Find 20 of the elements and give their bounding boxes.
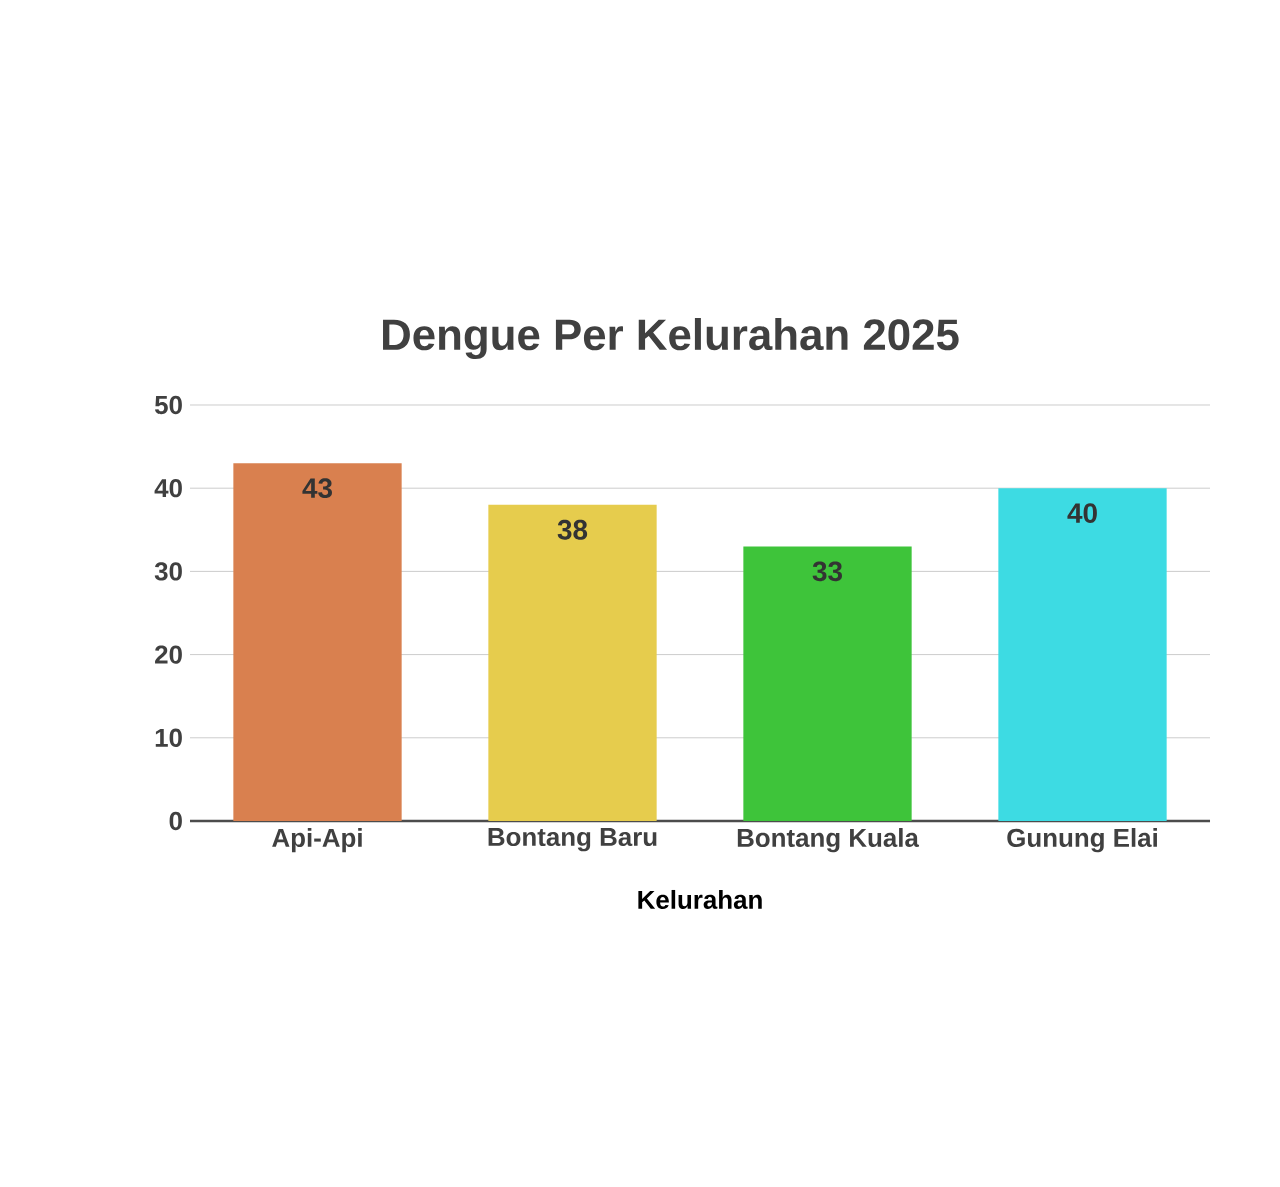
y-tick-label: 20 [155, 645, 182, 664]
y-tick-label: 50 [154, 395, 182, 415]
data-label: 38 [557, 519, 588, 540]
bar [233, 463, 402, 821]
bar [998, 488, 1167, 821]
y-tick-label: 10 [155, 728, 182, 747]
x-tick-label: Gunung Elai [1007, 828, 1157, 853]
data-label: 43 [302, 478, 332, 499]
x-tick-label: Api-Api [272, 828, 362, 853]
y-tick-label: 40 [154, 479, 182, 498]
x-axis-title: Kelurahan [638, 889, 762, 909]
y-tick-label: 0 [169, 811, 182, 831]
data-label: 33 [812, 561, 842, 582]
x-tick-label: Bontang Kuala [737, 828, 920, 853]
chart-title: Dengue Per Kelurahan 2025 [383, 318, 959, 360]
bar [488, 504, 657, 821]
x-tick-label: Bontang Baru [488, 828, 657, 852]
bar [743, 546, 912, 821]
y-tick-label: 30 [154, 562, 182, 581]
data-label: 40 [1067, 503, 1097, 523]
